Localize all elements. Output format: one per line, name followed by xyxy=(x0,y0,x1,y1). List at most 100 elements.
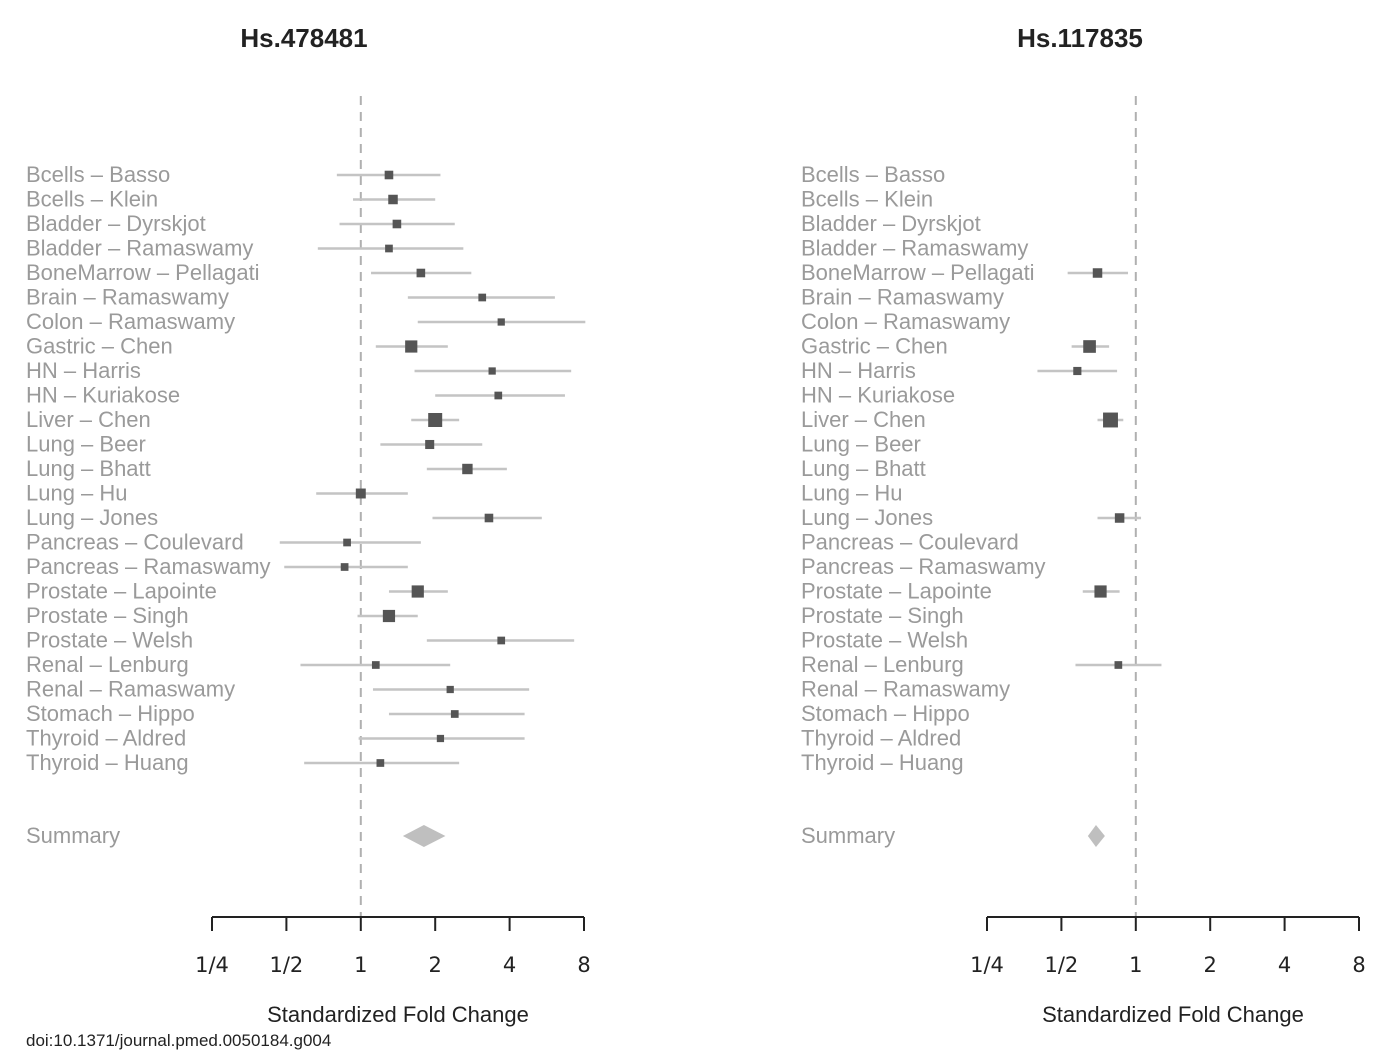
row-label: Lung – Hu xyxy=(26,481,128,506)
x-tick-label: 1/4 xyxy=(195,953,229,977)
row-label: Thyroid – Aldred xyxy=(26,726,186,751)
point-estimate xyxy=(446,685,454,694)
point-estimate xyxy=(462,463,473,475)
row-label: BoneMarrow – Pellagati xyxy=(801,260,1035,285)
summary-label: Summary xyxy=(26,823,120,848)
point-estimate xyxy=(428,413,443,427)
point-estimate xyxy=(355,488,366,499)
summary-label: Summary xyxy=(801,823,895,848)
point-estimate xyxy=(436,734,445,743)
row-label: Pancreas – Ramaswamy xyxy=(26,554,271,579)
point-estimate xyxy=(392,219,402,229)
row-label: Lung – Bhatt xyxy=(26,456,151,481)
row-label: Lung – Beer xyxy=(26,432,146,457)
row-label: Colon – Ramaswamy xyxy=(26,309,235,334)
summary-diamond xyxy=(1087,825,1105,847)
row-label: Stomach – Hippo xyxy=(26,701,195,726)
row-label: Gastric – Chen xyxy=(26,334,173,359)
row-label: Pancreas – Ramaswamy xyxy=(801,554,1046,579)
point-estimate xyxy=(411,585,424,598)
row-label: Lung – Jones xyxy=(26,505,158,530)
point-estimate xyxy=(488,367,496,375)
row-label: HN – Harris xyxy=(801,358,916,383)
row-label: Renal – Lenburg xyxy=(801,652,964,677)
row-label: Bladder – Dyrskjot xyxy=(801,211,981,236)
row-label: Thyroid – Huang xyxy=(26,750,189,775)
point-estimate xyxy=(1073,366,1082,376)
x-tick-label: 1 xyxy=(354,953,367,977)
row-label: Liver – Chen xyxy=(26,407,151,432)
point-estimate xyxy=(478,293,487,302)
row-label: Bcells – Klein xyxy=(26,187,158,212)
row-label: Brain – Ramaswamy xyxy=(26,285,229,310)
point-estimate xyxy=(1114,661,1123,669)
row-label: Brain – Ramaswamy xyxy=(801,285,1004,310)
row-label: Prostate – Lapointe xyxy=(26,579,217,604)
row-label: Bladder – Ramaswamy xyxy=(801,236,1028,261)
point-estimate xyxy=(1103,412,1118,428)
x-tick-label: 1/2 xyxy=(270,953,304,977)
row-label: Prostate – Singh xyxy=(26,603,189,628)
chart-title: Hs.117835 xyxy=(1017,23,1143,53)
row-label: Lung – Beer xyxy=(801,432,921,457)
point-estimate xyxy=(450,710,459,718)
x-tick-label: 1/4 xyxy=(970,953,1004,977)
summary-diamond xyxy=(402,825,446,847)
x-axis-title: Standardized Fold Change xyxy=(267,1002,529,1027)
x-tick-label: 4 xyxy=(503,953,516,977)
x-axis-title: Standardized Fold Change xyxy=(1042,1002,1304,1027)
row-label: Pancreas – Coulevard xyxy=(26,530,244,555)
point-estimate xyxy=(340,563,349,571)
row-label: Gastric – Chen xyxy=(801,334,948,359)
point-estimate xyxy=(494,391,503,400)
point-estimate xyxy=(484,513,494,523)
chart-title: Hs.478481 xyxy=(240,23,367,53)
point-estimate xyxy=(1083,340,1096,353)
row-label: HN – Kuriakose xyxy=(801,383,955,408)
row-label: Lung – Bhatt xyxy=(801,456,926,481)
point-estimate xyxy=(376,759,385,767)
row-label: Liver – Chen xyxy=(801,407,926,432)
x-tick-label: 1/2 xyxy=(1045,953,1079,977)
row-label: Bladder – Dyrskjot xyxy=(26,211,206,236)
doi-caption: doi:10.1371/journal.pmed.0050184.g004 xyxy=(26,1031,332,1050)
x-tick-label: 2 xyxy=(1204,953,1217,977)
row-label: Pancreas – Coulevard xyxy=(801,530,1019,555)
row-label: Bcells – Klein xyxy=(801,187,933,212)
x-tick-label: 2 xyxy=(429,953,442,977)
point-estimate xyxy=(384,170,394,180)
row-label: Prostate – Welsh xyxy=(26,628,193,653)
point-estimate xyxy=(343,538,351,547)
point-estimate xyxy=(1114,513,1125,523)
row-label: Renal – Lenburg xyxy=(26,652,189,677)
point-estimate xyxy=(497,318,505,326)
row-label: Colon – Ramaswamy xyxy=(801,309,1010,334)
row-label: Prostate – Singh xyxy=(801,603,964,628)
row-label: Bcells – Basso xyxy=(26,162,170,187)
x-tick-label: 8 xyxy=(577,953,590,977)
x-tick-label: 1 xyxy=(1129,953,1142,977)
point-estimate xyxy=(405,340,418,353)
row-label: Lung – Hu xyxy=(801,481,903,506)
point-estimate xyxy=(388,194,398,205)
row-label: Renal – Ramaswamy xyxy=(26,677,235,702)
row-label: Prostate – Lapointe xyxy=(801,579,992,604)
row-label: HN – Kuriakose xyxy=(26,383,180,408)
row-label: Lung – Jones xyxy=(801,505,933,530)
point-estimate xyxy=(382,609,396,623)
point-estimate xyxy=(425,439,435,450)
point-estimate xyxy=(416,268,426,278)
row-label: Stomach – Hippo xyxy=(801,701,970,726)
row-label: HN – Harris xyxy=(26,358,141,383)
point-estimate xyxy=(497,636,506,645)
point-estimate xyxy=(1092,268,1103,278)
row-label: Bcells – Basso xyxy=(801,162,945,187)
row-label: Renal – Ramaswamy xyxy=(801,677,1010,702)
point-estimate xyxy=(371,661,380,669)
row-label: Prostate – Welsh xyxy=(801,628,968,653)
row-label: Bladder – Ramaswamy xyxy=(26,236,253,261)
point-estimate xyxy=(1094,585,1107,598)
row-label: BoneMarrow – Pellagati xyxy=(26,260,260,285)
x-tick-label: 8 xyxy=(1352,953,1365,977)
